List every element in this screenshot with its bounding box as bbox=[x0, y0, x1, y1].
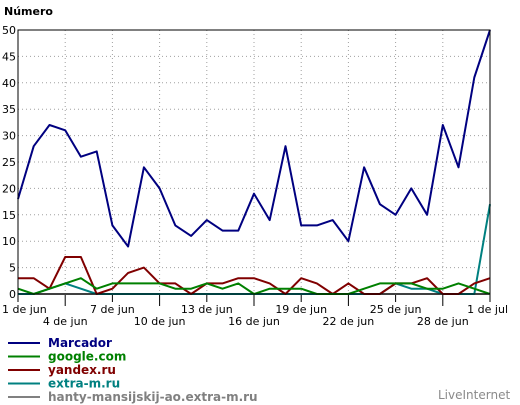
x-tick-label: 13 de jun bbox=[181, 303, 233, 316]
plot-frame bbox=[17, 29, 491, 295]
x-tick-label: 1 de jun bbox=[2, 303, 47, 316]
x-tick-label: 10 de jun bbox=[134, 315, 186, 328]
y-tick-labels: 0 5 10 15 20 25 30 35 40 45 50 bbox=[2, 24, 16, 301]
y-tick-label: 5 bbox=[9, 262, 16, 275]
y-tick-label: 45 bbox=[2, 50, 16, 63]
legend-label: hanty-mansijskij-ao.extra-m.ru bbox=[48, 390, 258, 404]
y-tick-label: 10 bbox=[2, 235, 16, 248]
legend-label: google.com bbox=[48, 350, 126, 364]
series-line-marcador bbox=[17, 29, 491, 248]
x-tick-label: 28 de jun bbox=[417, 315, 469, 328]
y-tick-label: 25 bbox=[2, 156, 16, 169]
x-tick-label: 1 de jul bbox=[467, 303, 508, 316]
legend-label: extra-m.ru bbox=[48, 377, 120, 391]
legend-label: yandex.ru bbox=[48, 363, 116, 377]
x-tick-label: 22 de jun bbox=[323, 315, 375, 328]
y-tick-label: 40 bbox=[2, 77, 16, 90]
y-tick-label: 15 bbox=[2, 209, 16, 222]
y-axis-title: Número bbox=[4, 5, 53, 18]
x-tick-label: 25 de jun bbox=[370, 303, 422, 316]
credit-text: LiveInternet bbox=[438, 388, 510, 402]
y-tick-label: 30 bbox=[2, 130, 16, 143]
x-tick-labels: 1 de jun 7 de jun 13 de jun 19 de jun 25 de … bbox=[2, 294, 508, 328]
x-tick-label: 19 de jun bbox=[275, 303, 327, 316]
y-tick-label: 20 bbox=[2, 182, 16, 195]
x-tick-label: 7 de jun bbox=[90, 303, 135, 316]
x-tick-label: 16 de jun bbox=[228, 315, 280, 328]
y-tick-label: 35 bbox=[2, 103, 16, 116]
x-tick-label: 4 de jun bbox=[43, 315, 88, 328]
legend-label: Marcador bbox=[48, 336, 112, 350]
grid bbox=[18, 30, 490, 294]
y-tick-label: 0 bbox=[9, 288, 16, 301]
y-tick-label: 50 bbox=[2, 24, 16, 37]
legend: Marcadorgoogle.comyandex.ruextra-m.ruhan… bbox=[8, 336, 258, 404]
